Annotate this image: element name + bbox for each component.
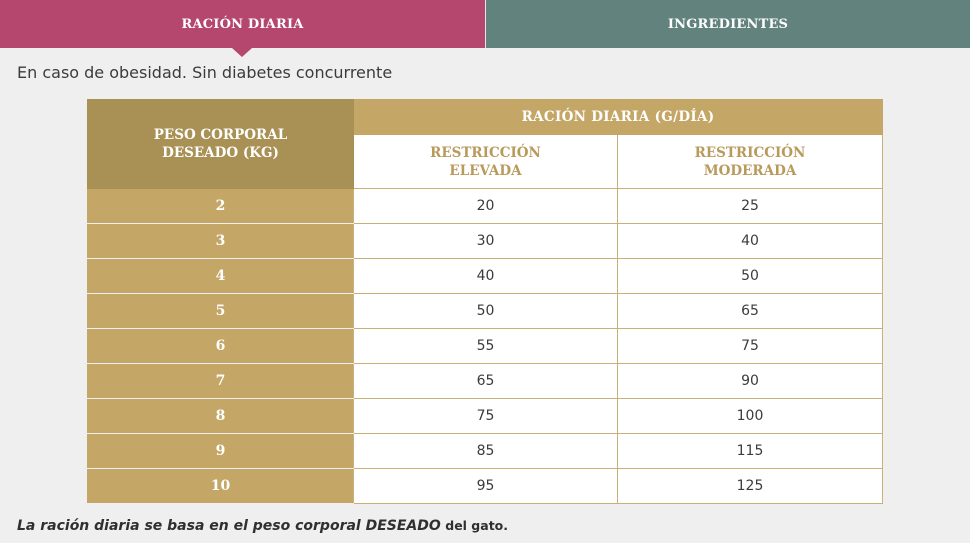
weight-cell: 6 [87, 328, 354, 364]
high-restriction-cell: 50 [353, 293, 618, 329]
table-row: 7 65 90 [87, 363, 884, 399]
high-restriction-cell: 85 [353, 433, 618, 469]
table-row: 4 40 50 [87, 258, 884, 294]
moderate-restriction-cell: 50 [616, 258, 884, 294]
table-row: 2 20 25 [87, 188, 884, 224]
moderate-restriction-cell: 100 [616, 398, 884, 434]
high-restriction-cell: 55 [353, 328, 618, 364]
moderate-restriction-cell: 90 [616, 363, 884, 399]
footnote: La ración diaria se basa en el peso corp… [17, 518, 508, 534]
weight-column-header: PESO CORPORAL DESEADO (KG) [87, 99, 354, 189]
high-restriction-line1: RESTRICCIÓN [430, 144, 541, 161]
weight-cell: 2 [87, 188, 354, 224]
weight-cell: 4 [87, 258, 354, 294]
high-restriction-cell: 30 [353, 223, 618, 259]
daily-ration-table: PESO CORPORAL DESEADO (KG) RACIÓN DIARIA… [87, 99, 884, 504]
tab-racion-diaria[interactable]: RACIÓN DIARIA [0, 0, 485, 57]
weight-header-line1: PESO CORPORAL [153, 127, 288, 143]
moderate-restriction-cell: 65 [616, 293, 884, 329]
weight-cell: 9 [87, 433, 354, 469]
tab-ingredientes[interactable]: INGREDIENTES [485, 0, 970, 48]
moderate-restriction-cell: 125 [616, 468, 884, 504]
active-tab-pointer-icon [232, 48, 252, 57]
section-subtitle: En caso de obesidad. Sin diabetes concur… [17, 63, 393, 82]
high-restriction-cell: 40 [353, 258, 618, 294]
table-row: 5 50 65 [87, 293, 884, 329]
tab-ingredientes-label: INGREDIENTES [667, 16, 789, 32]
weight-cell: 10 [87, 468, 354, 504]
high-restriction-cell: 95 [353, 468, 618, 504]
moderate-restriction-cell: 25 [616, 188, 884, 224]
high-restriction-line2: ELEVADA [449, 162, 522, 179]
high-restriction-cell: 75 [353, 398, 618, 434]
moderate-restriction-cell: 115 [616, 433, 884, 469]
weight-cell: 7 [87, 363, 354, 399]
moderate-restriction-header: RESTRICCIÓN MODERADA [616, 134, 884, 189]
weight-cell: 8 [87, 398, 354, 434]
ration-group-header: RACIÓN DIARIA (G/DÍA) [352, 99, 884, 135]
weight-header-line2: DESEADO (KG) [162, 145, 279, 161]
table-row: 6 55 75 [87, 328, 884, 364]
table-row: 3 30 40 [87, 223, 884, 259]
tab-bar: RACIÓN DIARIA INGREDIENTES [0, 0, 970, 57]
high-restriction-header: RESTRICCIÓN ELEVADA [353, 134, 618, 189]
moderate-restriction-cell: 75 [616, 328, 884, 364]
weight-cell: 5 [87, 293, 354, 329]
table-row: 10 95 125 [87, 468, 884, 504]
footnote-main: La ración diaria se basa en el peso corp… [17, 518, 441, 534]
footnote-tail: del gato. [445, 518, 509, 533]
high-restriction-cell: 20 [353, 188, 618, 224]
moderate-restriction-line1: RESTRICCIÓN [694, 144, 806, 161]
moderate-restriction-line2: MODERADA [703, 162, 797, 179]
weight-cell: 3 [87, 223, 354, 259]
table-row: 9 85 115 [87, 433, 884, 469]
tab-racion-diaria-label: RACIÓN DIARIA [181, 16, 304, 32]
high-restriction-cell: 65 [353, 363, 618, 399]
moderate-restriction-cell: 40 [616, 223, 884, 259]
table-row: 8 75 100 [87, 398, 884, 434]
